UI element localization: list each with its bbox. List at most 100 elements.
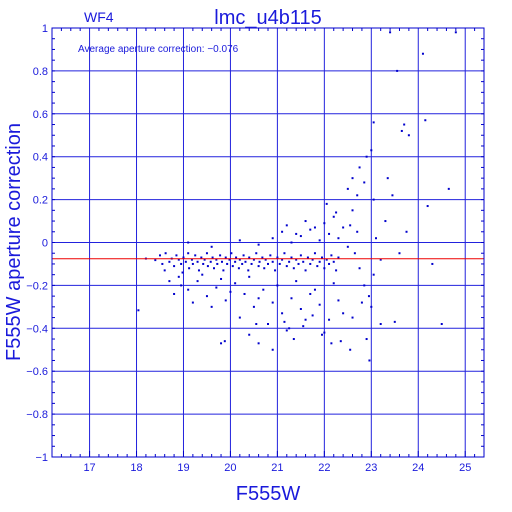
data-point xyxy=(216,262,219,265)
data-point xyxy=(316,265,319,268)
data-point xyxy=(290,241,293,244)
data-point xyxy=(405,230,408,233)
data-point xyxy=(346,187,349,190)
data-point xyxy=(365,155,368,158)
data-point xyxy=(358,267,361,270)
data-point xyxy=(164,252,167,255)
data-point xyxy=(328,232,331,235)
data-point xyxy=(309,292,312,295)
data-point xyxy=(318,239,321,242)
data-point xyxy=(363,181,366,184)
tick-marks xyxy=(51,27,485,458)
data-point xyxy=(220,342,223,345)
data-point xyxy=(161,262,164,265)
y-axis-label: F555W aperture correction xyxy=(3,123,25,361)
data-point xyxy=(243,292,246,295)
data-point xyxy=(335,211,338,214)
data-point xyxy=(398,252,401,255)
data-point xyxy=(173,265,176,268)
data-point xyxy=(400,129,403,132)
y-tick-label: −1 xyxy=(35,452,48,464)
data-point xyxy=(168,260,171,263)
data-point xyxy=(190,258,193,261)
data-point xyxy=(311,314,314,317)
data-point xyxy=(346,245,349,248)
data-point xyxy=(238,239,241,242)
data-point xyxy=(180,284,183,287)
data-point xyxy=(196,260,199,263)
data-point xyxy=(299,235,302,238)
data-point xyxy=(238,258,241,261)
data-point xyxy=(281,258,284,261)
data-point xyxy=(323,222,326,225)
data-point xyxy=(223,340,226,343)
data-point xyxy=(363,284,366,287)
data-point xyxy=(213,267,215,270)
data-point xyxy=(194,254,197,257)
data-point xyxy=(295,258,298,261)
data-point xyxy=(332,260,335,263)
data-point xyxy=(393,320,396,323)
data-point xyxy=(226,262,229,265)
data-point xyxy=(323,267,326,270)
data-point xyxy=(370,149,373,152)
data-point xyxy=(234,260,237,263)
data-point xyxy=(200,256,203,259)
data-point xyxy=(237,267,240,270)
x-tick-label: 23 xyxy=(365,462,377,474)
data-point xyxy=(351,209,354,212)
data-point xyxy=(257,265,260,268)
data-point xyxy=(372,121,375,124)
y-tick-label: −0.4 xyxy=(26,323,48,335)
data-point xyxy=(269,254,272,257)
data-point xyxy=(325,258,328,261)
chip-label: WF4 xyxy=(84,9,114,25)
data-point xyxy=(187,252,190,255)
data-point xyxy=(188,267,191,270)
data-point xyxy=(205,295,208,298)
data-point xyxy=(283,252,286,255)
data-point xyxy=(191,301,194,304)
data-point xyxy=(215,258,218,261)
data-point xyxy=(187,288,190,291)
data-point xyxy=(407,134,410,137)
data-point xyxy=(358,166,361,169)
data-point xyxy=(313,252,316,255)
data-point xyxy=(252,305,255,308)
data-point xyxy=(215,286,218,289)
data-point xyxy=(403,123,406,126)
x-tick-label: 22 xyxy=(318,462,330,474)
data-point xyxy=(356,230,359,233)
data-point xyxy=(258,260,261,263)
data-point xyxy=(234,282,237,285)
data-point xyxy=(267,323,269,326)
data-point xyxy=(328,262,331,265)
x-tick-label: 21 xyxy=(271,462,283,474)
data-point xyxy=(168,280,171,283)
data-point xyxy=(222,269,225,272)
data-point xyxy=(276,284,279,287)
data-point xyxy=(241,262,244,265)
data-point xyxy=(309,262,312,265)
data-point xyxy=(375,237,377,240)
data-point xyxy=(318,303,321,306)
data-point xyxy=(304,220,307,223)
data-point xyxy=(271,348,274,351)
data-point xyxy=(229,290,232,293)
data-point xyxy=(337,237,340,240)
data-point xyxy=(196,280,199,283)
data-point xyxy=(173,292,176,295)
data-point xyxy=(396,69,399,72)
data-point xyxy=(321,333,323,336)
data-point xyxy=(330,254,333,257)
data-point xyxy=(365,338,368,341)
data-point xyxy=(332,215,335,218)
y-tick-label: −0.8 xyxy=(26,409,48,421)
data-point xyxy=(175,254,178,257)
data-point xyxy=(290,297,293,300)
chart-title: lmc_u4b115 xyxy=(214,7,321,29)
data-point xyxy=(321,256,323,259)
data-point xyxy=(187,241,190,244)
data-point xyxy=(257,243,260,246)
